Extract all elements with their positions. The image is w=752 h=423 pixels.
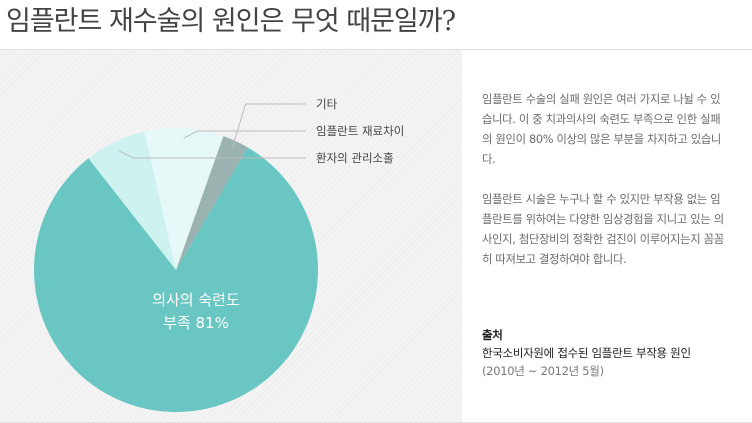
source-block: 출처 한국소비자원에 접수된 임플란트 부작용 원인 (2010년 ~ 2012… bbox=[482, 326, 742, 380]
main-slice-label-line-2: 부족 81% bbox=[163, 314, 229, 332]
leader-line-0 bbox=[231, 103, 306, 151]
pie-slice-0 bbox=[34, 147, 319, 413]
callout-label-1: 임플란트 재료차이 bbox=[316, 124, 404, 138]
callout-label-2: 환자의 관리소홀 bbox=[316, 151, 394, 165]
main-slice-label-line-1: 의사의 숙련도 bbox=[152, 291, 240, 309]
callout-label-0: 기타 bbox=[316, 97, 338, 111]
pie-slice-3 bbox=[176, 136, 248, 270]
source-label: 출처 bbox=[482, 328, 503, 342]
source-period: (2010년 ~ 2012년 5월) bbox=[482, 364, 604, 378]
description-paragraph-1: 임플란트 수술의 실패 원인은 여러 가지로 나뉠 수 있습니다. 이 중 치과… bbox=[482, 93, 722, 166]
description-paragraph-2: 임플란트 시술은 누구나 할 수 있지만 부작용 없는 임플란트를 위하여는 다… bbox=[482, 193, 724, 266]
pie-slice-2 bbox=[144, 127, 224, 270]
leader-line-1 bbox=[183, 130, 306, 139]
top-divider bbox=[0, 49, 752, 50]
source-name: 한국소비자원에 접수된 임플란트 부작용 원인 bbox=[482, 346, 691, 360]
leader-line-2 bbox=[118, 150, 306, 159]
page-title: 임플란트 재수술의 원인은 무엇 때문일까? bbox=[6, 6, 456, 37]
description-panel bbox=[462, 50, 752, 423]
pie-slice-1 bbox=[88, 131, 176, 270]
